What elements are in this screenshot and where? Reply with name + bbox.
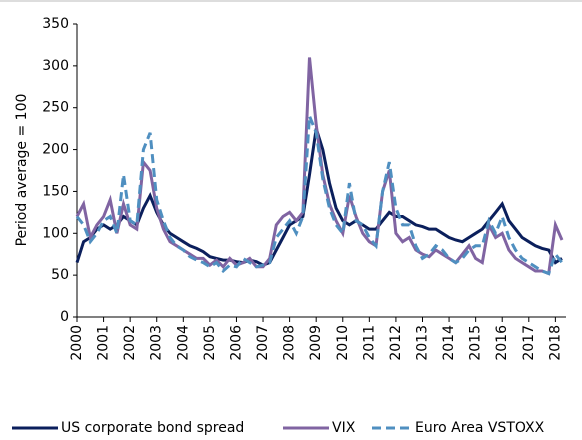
legend-label: VIX: [332, 420, 356, 436]
x-tick-label: 2016: [494, 325, 510, 361]
x-tick-label: 2006: [228, 325, 244, 361]
y-tick-label: 200: [42, 142, 69, 158]
x-tick-label: 2011: [361, 325, 377, 361]
y-tick-label: 350: [42, 16, 69, 32]
x-tick-label: 2000: [69, 325, 85, 361]
x-tick-label: 2013: [414, 325, 430, 361]
x-tick-label: 2007: [255, 325, 271, 361]
x-tick-label: 2014: [441, 325, 457, 361]
x-tick-label: 2009: [308, 325, 324, 361]
x-tick-label: 2012: [388, 325, 404, 361]
legend-label: Euro Area VSTOXX: [415, 420, 545, 436]
y-axis-label: Period average = 100: [14, 94, 30, 247]
y-tick-label: 100: [42, 225, 69, 241]
x-tick-label: 2005: [202, 325, 218, 361]
series-line: [75, 115, 564, 276]
x-tick-label: 2018: [547, 325, 563, 361]
x-tick-label: 2001: [96, 325, 112, 361]
x-tick-label: 2003: [149, 325, 165, 361]
y-tick-label: 0: [60, 309, 69, 325]
x-tick-label: 2015: [468, 325, 484, 361]
y-tick-label: 300: [42, 58, 69, 74]
x-tick-label: 2010: [335, 325, 351, 361]
y-tick-label: 50: [51, 267, 69, 283]
x-tick-label: 2004: [175, 325, 191, 361]
legend-label: US corporate bond spread: [61, 420, 244, 436]
y-tick-label: 250: [42, 100, 69, 116]
y-tick-label: 150: [42, 183, 69, 199]
x-tick-label: 2008: [282, 325, 298, 361]
x-tick-label: 2017: [521, 325, 537, 361]
x-tick-label: 2002: [122, 325, 138, 361]
